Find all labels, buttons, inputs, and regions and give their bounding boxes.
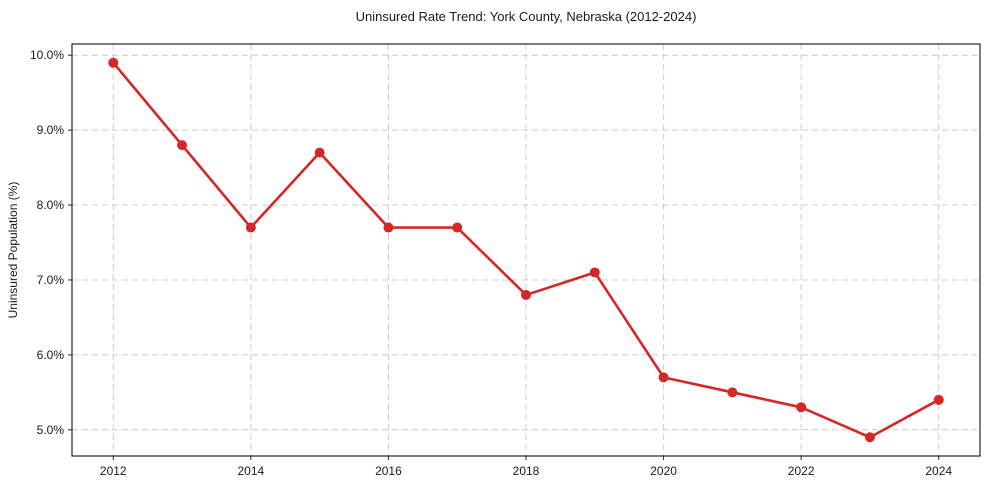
data-point-marker [314, 147, 325, 158]
y-tick-label: 8.0% [37, 198, 65, 212]
y-tick-label: 5.0% [37, 423, 65, 437]
y-tick-label: 7.0% [37, 273, 65, 287]
y-tick-label: 9.0% [37, 123, 65, 137]
data-point-marker [933, 394, 944, 405]
chart-title: Uninsured Rate Trend: York County, Nebra… [355, 9, 697, 24]
data-point-marker [864, 432, 875, 443]
data-point-marker [245, 222, 256, 233]
data-point-marker [177, 140, 188, 151]
x-tick-label: 2014 [237, 464, 264, 478]
y-tick-label: 10.0% [30, 48, 64, 62]
y-tick-label: 6.0% [37, 348, 65, 362]
data-point-marker [108, 57, 119, 68]
data-point-marker [452, 222, 463, 233]
x-tick-label: 2020 [650, 464, 677, 478]
data-point-marker [383, 222, 394, 233]
data-point-marker [658, 372, 669, 383]
x-tick-label: 2012 [100, 464, 127, 478]
data-point-marker [796, 402, 807, 413]
x-tick-label: 2018 [513, 464, 540, 478]
x-tick-label: 2016 [375, 464, 402, 478]
data-point-marker [589, 267, 600, 278]
data-point-marker [521, 289, 531, 300]
x-tick-label: 2024 [925, 464, 952, 478]
x-tick-label: 2022 [788, 464, 815, 478]
y-axis-label: Uninsured Population (%) [6, 181, 20, 319]
data-point-marker [727, 387, 738, 398]
